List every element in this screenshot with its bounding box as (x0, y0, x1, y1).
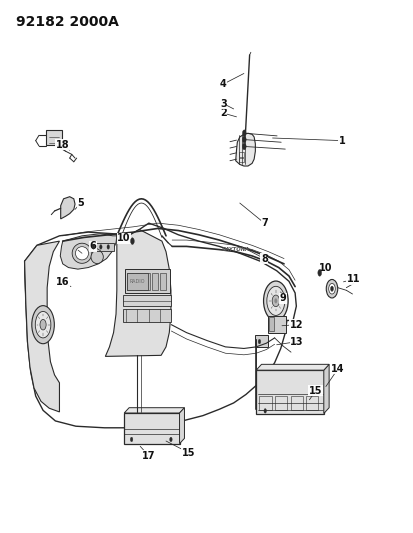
Text: RADIO: RADIO (129, 279, 145, 284)
Ellipse shape (130, 437, 133, 442)
Ellipse shape (242, 143, 246, 150)
Polygon shape (60, 233, 116, 269)
Ellipse shape (274, 298, 276, 303)
Ellipse shape (317, 270, 321, 276)
Text: 17: 17 (142, 451, 155, 461)
Ellipse shape (40, 319, 46, 330)
Bar (143, 273, 150, 290)
Ellipse shape (91, 251, 103, 264)
Ellipse shape (325, 279, 337, 298)
Polygon shape (124, 408, 184, 413)
Text: 15: 15 (181, 448, 195, 458)
Text: 7: 7 (260, 218, 267, 228)
Bar (125, 269, 170, 293)
Bar (123, 309, 171, 322)
Ellipse shape (169, 437, 172, 442)
Bar (259, 395, 271, 410)
Bar (46, 130, 62, 145)
Text: 6: 6 (90, 241, 96, 252)
Bar (238, 158, 243, 163)
Polygon shape (235, 133, 255, 166)
Bar (159, 273, 166, 290)
Text: DAYTONA: DAYTONA (221, 247, 249, 252)
Bar (127, 273, 147, 290)
Bar (268, 317, 273, 331)
Bar (255, 335, 268, 347)
Text: 16: 16 (56, 277, 69, 287)
Bar (306, 395, 318, 410)
Bar (290, 395, 302, 410)
Polygon shape (61, 197, 75, 219)
Ellipse shape (107, 245, 109, 249)
Text: 5: 5 (77, 198, 84, 208)
Text: 10: 10 (117, 233, 130, 244)
Bar (124, 413, 179, 443)
Bar (274, 395, 287, 410)
Bar (238, 152, 243, 157)
Polygon shape (323, 365, 328, 414)
Text: 4: 4 (219, 79, 226, 89)
Bar (135, 273, 142, 290)
Ellipse shape (130, 238, 134, 245)
Ellipse shape (271, 295, 279, 306)
Ellipse shape (266, 286, 284, 316)
Text: 9: 9 (279, 293, 285, 303)
Text: 18: 18 (56, 140, 69, 150)
Text: 92182 2000A: 92182 2000A (17, 15, 119, 29)
Bar (151, 273, 158, 290)
Text: 1: 1 (338, 135, 345, 146)
Polygon shape (256, 365, 328, 370)
Text: 14: 14 (330, 364, 344, 374)
Ellipse shape (242, 130, 246, 136)
Polygon shape (24, 241, 59, 412)
Text: 3: 3 (219, 99, 226, 109)
Ellipse shape (258, 340, 260, 344)
Text: 13: 13 (290, 337, 303, 346)
Ellipse shape (35, 311, 51, 338)
Ellipse shape (263, 409, 266, 413)
Bar (256, 370, 323, 414)
Bar (90, 243, 114, 251)
Ellipse shape (92, 245, 95, 249)
Bar (127, 273, 133, 290)
Ellipse shape (75, 247, 88, 260)
Ellipse shape (100, 245, 102, 249)
Polygon shape (179, 408, 184, 443)
Text: 8: 8 (260, 254, 267, 263)
Ellipse shape (330, 286, 332, 292)
Ellipse shape (72, 243, 92, 263)
Text: 10: 10 (318, 263, 332, 272)
Bar (123, 295, 171, 306)
Ellipse shape (263, 281, 287, 321)
Polygon shape (105, 230, 171, 357)
Text: 12: 12 (289, 320, 302, 330)
Ellipse shape (328, 284, 335, 294)
Ellipse shape (32, 305, 54, 344)
Ellipse shape (242, 136, 246, 143)
Text: 15: 15 (308, 386, 322, 396)
Bar (267, 316, 285, 333)
Text: 11: 11 (346, 274, 359, 284)
Text: 2: 2 (219, 108, 226, 118)
